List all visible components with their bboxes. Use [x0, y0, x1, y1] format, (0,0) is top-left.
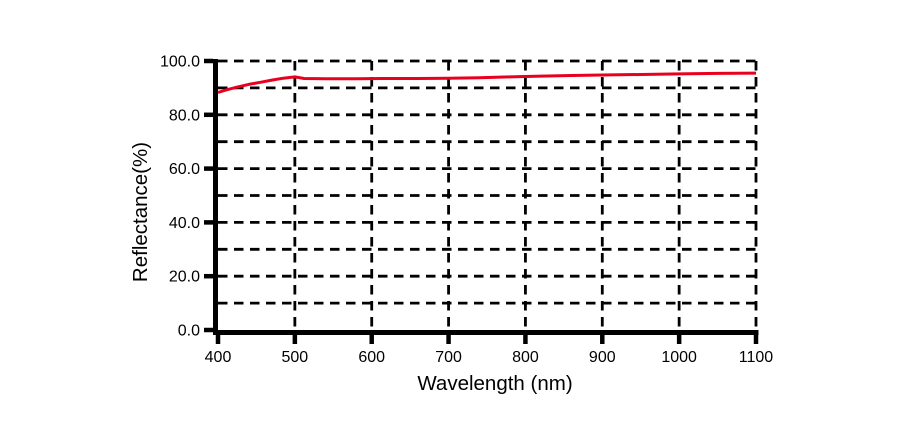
y-tick-label: 100.0	[160, 54, 200, 71]
x-tick-label: 800	[512, 349, 539, 366]
x-tick-label: 700	[435, 349, 462, 366]
chart-render-layer: 400 500 600 700 800 900 1000 1100 0.0 20.0 40.0 60.…	[160, 54, 773, 367]
y-tick-label: 20.0	[169, 269, 200, 286]
y-tick-label: 0.0	[178, 323, 200, 340]
x-tick-label: 1100	[739, 349, 774, 366]
series-line-reflectance	[217, 71, 757, 94]
y-tick-label: 80.0	[169, 107, 200, 124]
y-axis-title: Reflectance(%)	[129, 142, 152, 282]
x-tick-label: 500	[282, 349, 309, 366]
x-tick-label: 1000	[661, 349, 697, 366]
x-tick-label: 600	[358, 349, 385, 366]
x-tick-label: 400	[205, 349, 232, 366]
y-tick-label: 40.0	[169, 215, 200, 232]
x-axis-title: Wavelength (nm)	[417, 372, 572, 395]
x-tick-label: 900	[589, 349, 616, 366]
y-tick-label: 60.0	[169, 161, 200, 178]
